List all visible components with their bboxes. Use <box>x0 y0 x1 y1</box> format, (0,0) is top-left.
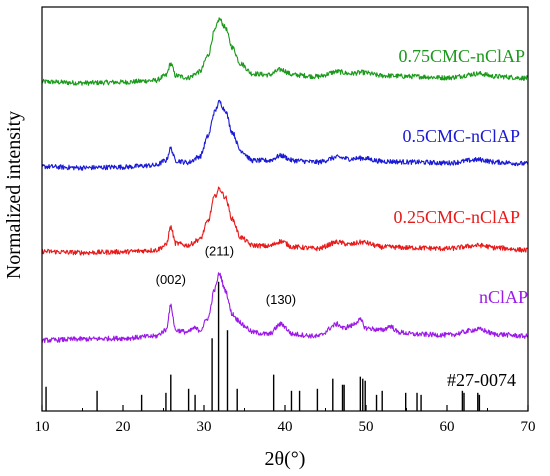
series-label-0.5CMC-nClAP: 0.5CMC-nClAP <box>402 126 520 146</box>
series-line-nClAP <box>41 272 529 344</box>
peak-annotation: (211) <box>205 244 234 259</box>
x-tick-label: 60 <box>440 419 455 435</box>
x-tick-label: 70 <box>521 419 536 435</box>
series-line-0.75CMC-nClAP <box>41 17 529 86</box>
series-label-nClAP: nClAP <box>479 287 528 307</box>
x-axis-ticks: 10 20 30 40 50 60 70 <box>35 405 536 435</box>
plot-area: 0.75CMC-nClAP 0.5CMC-nClAP 0.25CMC-nClAP nC… <box>41 17 529 411</box>
x-axis-title: 2θ(°) <box>265 448 306 470</box>
peak-annotation: (130) <box>266 292 296 307</box>
reference-label: #27-0074 <box>447 370 516 390</box>
series-line-0.5CMC-nClAP <box>41 99 529 171</box>
series-line-0.25CMC-nClAP <box>41 186 529 256</box>
series-label-0.25CMC-nClAP: 0.25CMC-nClAP <box>393 207 520 227</box>
x-tick-label: 10 <box>35 419 50 435</box>
series-label-0.75CMC-nClAP: 0.75CMC-nClAP <box>398 46 525 66</box>
peak-annotation: (002) <box>156 272 186 287</box>
x-tick-label: 30 <box>197 419 212 435</box>
x-tick-label: 20 <box>116 419 131 435</box>
x-tick-label: 50 <box>359 419 374 435</box>
y-axis-title: Normalized intensity <box>3 111 25 279</box>
x-tick-label: 40 <box>278 419 293 435</box>
